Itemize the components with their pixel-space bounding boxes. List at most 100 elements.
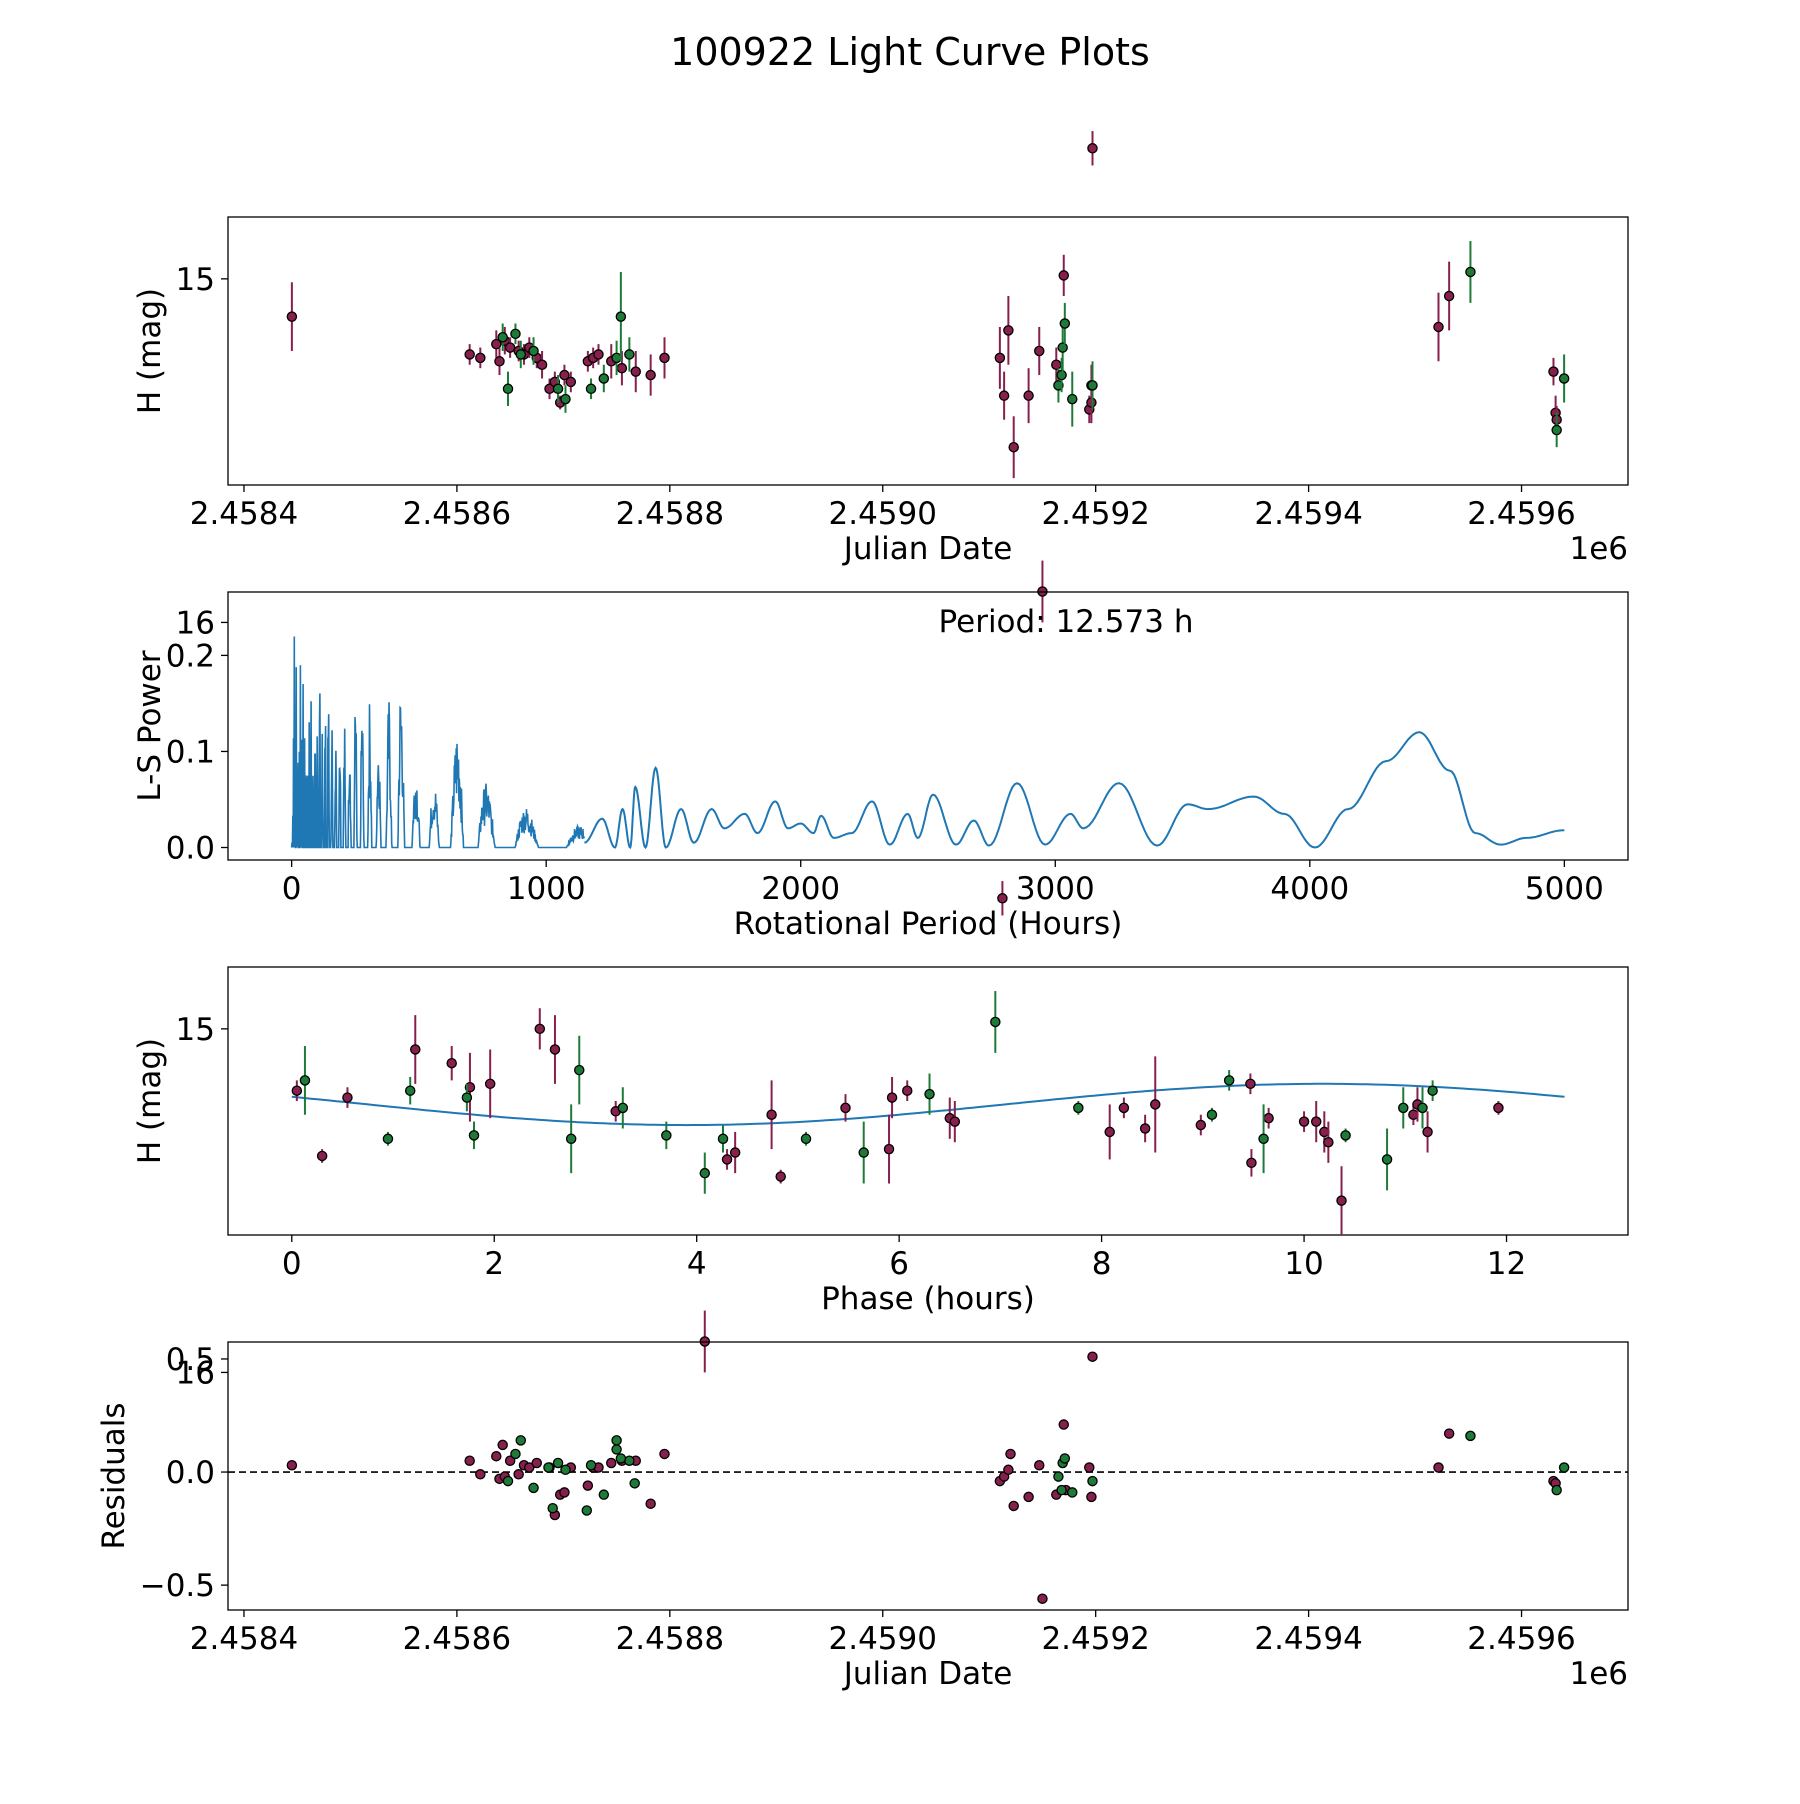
data-point <box>492 1452 501 1461</box>
y-axis-label: L-S Power <box>132 650 168 801</box>
x-tick-label: 3000 <box>1016 871 1095 907</box>
data-point <box>503 384 512 393</box>
data-point <box>1324 1138 1333 1147</box>
phased-curve-panel: 0 2 4 6 8 10 12 16 15 Phase (hours) H (mag) <box>132 881 1628 1391</box>
data-point <box>514 1470 523 1479</box>
data-point <box>998 894 1007 903</box>
data-point <box>553 384 562 393</box>
data-point <box>495 357 504 366</box>
figure-title: 100922 Light Curve Plots <box>670 30 1150 74</box>
data-point <box>616 1454 625 1463</box>
x-tick-label: 2.4596 <box>1467 496 1575 532</box>
x-tick-label: 10 <box>1284 1246 1323 1282</box>
periodogram-panel: 0 1000 2000 3000 4000 50000.00.10.2Rotational… <box>132 592 1628 942</box>
data-point <box>1466 267 1475 276</box>
x-tick-label: 2.4586 <box>403 1621 511 1657</box>
data-point <box>1428 1086 1437 1095</box>
data-point <box>718 1134 727 1143</box>
data-point <box>560 1488 569 1497</box>
data-point <box>1399 1103 1408 1112</box>
data-point <box>731 1148 740 1157</box>
data-point <box>995 353 1004 362</box>
data-point <box>1445 291 1454 300</box>
data-point <box>801 1134 810 1143</box>
y-axis-label: Residuals <box>96 1402 132 1549</box>
x-tick-label: 2.4584 <box>190 1621 298 1657</box>
data-point <box>1560 374 1569 383</box>
data-point <box>662 1131 671 1140</box>
y-tick-label: 15 <box>176 1012 215 1048</box>
x-tick-label: 2.4594 <box>1254 1621 1362 1657</box>
data-point <box>1000 391 1009 400</box>
x-tick-label: 6 <box>889 1246 909 1282</box>
x-offset-label: 1e6 <box>1569 1656 1628 1692</box>
data-point <box>991 1017 1000 1026</box>
data-point <box>841 1103 850 1112</box>
data-point <box>599 1490 608 1499</box>
x-axis-label: Julian Date <box>842 1656 1013 1692</box>
data-point <box>625 1456 634 1465</box>
plot-frame <box>228 1342 1628 1610</box>
x-tick-label: 2 <box>484 1246 504 1282</box>
x-axis-label: Julian Date <box>842 531 1013 567</box>
y-axis-label: H (mag) <box>132 1038 168 1164</box>
data-point <box>1196 1120 1205 1129</box>
data-point <box>1264 1114 1273 1123</box>
data-point <box>617 364 626 373</box>
data-point <box>1088 1352 1097 1361</box>
data-point <box>1006 1449 1015 1458</box>
x-axis-label: Phase (hours) <box>821 1281 1035 1317</box>
data-point <box>1382 1155 1391 1164</box>
data-point <box>1060 319 1069 328</box>
data-point <box>776 1172 785 1181</box>
data-point <box>660 1449 669 1458</box>
y-tick-label: 16 <box>176 605 215 641</box>
data-point <box>586 1461 595 1470</box>
data-point <box>383 1134 392 1143</box>
data-point <box>1225 1076 1234 1085</box>
data-point <box>465 1456 474 1465</box>
x-tick-label: 2.4592 <box>1041 1621 1149 1657</box>
data-point <box>575 1065 584 1074</box>
data-point <box>1141 1124 1150 1133</box>
data-point <box>1299 1117 1308 1126</box>
data-point <box>516 350 525 359</box>
data-point <box>859 1148 868 1157</box>
x-tick-label: 2.4594 <box>1254 496 1362 532</box>
data-point <box>1434 322 1443 331</box>
x-tick-label: 12 <box>1487 1246 1526 1282</box>
x-tick-label: 2.4590 <box>829 1621 937 1657</box>
y-tick-label: 0.0 <box>166 831 215 867</box>
x-tick-label: 0 <box>282 1246 302 1282</box>
data-point <box>535 1024 544 1033</box>
data-point <box>1074 1103 1083 1112</box>
x-axis-label: Rotational Period (Hours) <box>734 906 1123 942</box>
data-point <box>548 1504 557 1513</box>
data-point <box>511 1449 520 1458</box>
data-point <box>1423 1127 1432 1136</box>
data-point <box>1060 1454 1069 1463</box>
data-point <box>516 1436 525 1445</box>
data-point <box>287 1461 296 1470</box>
data-point <box>1058 343 1067 352</box>
data-point <box>1418 1103 1427 1112</box>
residuals-panel: 2.4584 2.4586 2.4588 2.4590 2.4592 2.4594 2.45… <box>96 1342 1628 1692</box>
data-point <box>1059 1420 1068 1429</box>
data-point <box>1560 1463 1569 1472</box>
data-point <box>343 1093 352 1102</box>
data-point <box>1119 1103 1128 1112</box>
x-tick-label: 2.4588 <box>616 1621 724 1657</box>
data-point <box>1247 1158 1256 1167</box>
x-tick-label: 4000 <box>1270 871 1349 907</box>
data-point <box>616 312 625 321</box>
data-point <box>887 1093 896 1102</box>
data-point <box>631 367 640 376</box>
data-point <box>1207 1110 1216 1119</box>
data-point <box>1057 370 1066 379</box>
data-point <box>506 343 515 352</box>
data-point <box>532 1458 541 1467</box>
data-point <box>607 1458 616 1467</box>
data-point <box>700 1169 709 1178</box>
data-point <box>1068 395 1077 404</box>
data-point <box>612 353 621 362</box>
